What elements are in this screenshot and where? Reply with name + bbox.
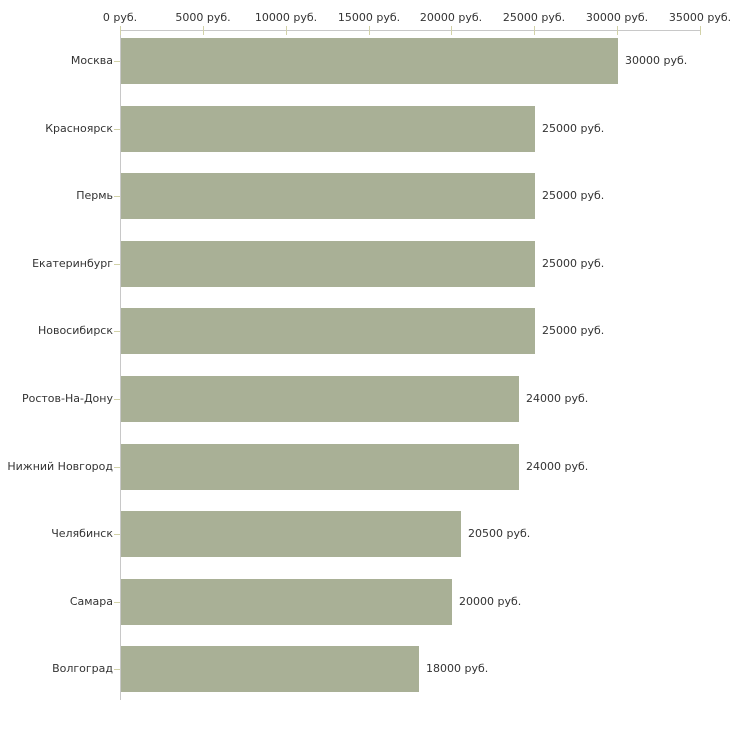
y-axis-tick <box>114 331 120 332</box>
x-axis-tick <box>203 26 204 35</box>
bar <box>121 38 618 84</box>
category-label: Самара <box>69 595 113 608</box>
y-axis-tick <box>114 196 120 197</box>
x-axis-tick <box>286 26 287 35</box>
value-label: 24000 руб. <box>526 392 589 405</box>
category-label: Нижний Новгород <box>7 460 113 473</box>
category-label: Красноярск <box>45 122 113 135</box>
value-label: 18000 руб. <box>426 662 489 675</box>
value-label: 25000 руб. <box>542 122 605 135</box>
x-axis-tick-label: 20000 руб. <box>419 11 483 24</box>
value-label: 20500 руб. <box>468 527 531 540</box>
x-axis-tick-label: 15000 руб. <box>337 11 401 24</box>
value-label: 30000 руб. <box>625 54 688 67</box>
y-axis-tick <box>114 264 120 265</box>
bar <box>121 241 535 287</box>
category-label: Челябинск <box>51 527 113 540</box>
x-axis-tick-label: 10000 руб. <box>254 11 318 24</box>
y-axis-tick <box>114 399 120 400</box>
bar <box>121 308 535 354</box>
value-label: 20000 руб. <box>459 595 522 608</box>
value-label: 24000 руб. <box>526 460 589 473</box>
x-axis-tick-label: 35000 руб. <box>668 11 730 24</box>
category-label: Пермь <box>76 189 113 202</box>
x-axis-tick <box>617 26 618 35</box>
x-axis-line <box>120 30 701 31</box>
bar <box>121 444 519 490</box>
x-axis-tick-label: 25000 руб. <box>502 11 566 24</box>
x-axis-tick <box>120 26 121 35</box>
x-axis-tick <box>369 26 370 35</box>
category-label: Екатеринбург <box>32 257 113 270</box>
bar <box>121 376 519 422</box>
category-label: Москва <box>70 54 113 67</box>
y-axis-line <box>120 30 121 700</box>
bar <box>121 646 419 692</box>
value-label: 25000 руб. <box>542 324 605 337</box>
value-label: 25000 руб. <box>542 257 605 270</box>
category-label: Ростов-На-Дону <box>21 392 113 405</box>
y-axis-tick <box>114 534 120 535</box>
x-axis-tick <box>700 26 701 35</box>
bar <box>121 173 535 219</box>
y-axis-tick <box>114 61 120 62</box>
value-label: 25000 руб. <box>542 189 605 202</box>
bar <box>121 579 452 625</box>
x-axis-tick-label: 0 руб. <box>102 11 138 24</box>
y-axis-tick <box>114 129 120 130</box>
y-axis-tick <box>114 467 120 468</box>
y-axis-tick <box>114 602 120 603</box>
bar <box>121 511 461 557</box>
x-axis-tick-label: 30000 руб. <box>585 11 649 24</box>
x-axis-tick-label: 5000 руб. <box>175 11 231 24</box>
category-label: Волгоград <box>52 662 113 675</box>
x-axis-tick <box>534 26 535 35</box>
x-axis-tick <box>451 26 452 35</box>
y-axis-tick <box>114 669 120 670</box>
category-label: Новосибирск <box>37 324 113 337</box>
bar <box>121 106 535 152</box>
